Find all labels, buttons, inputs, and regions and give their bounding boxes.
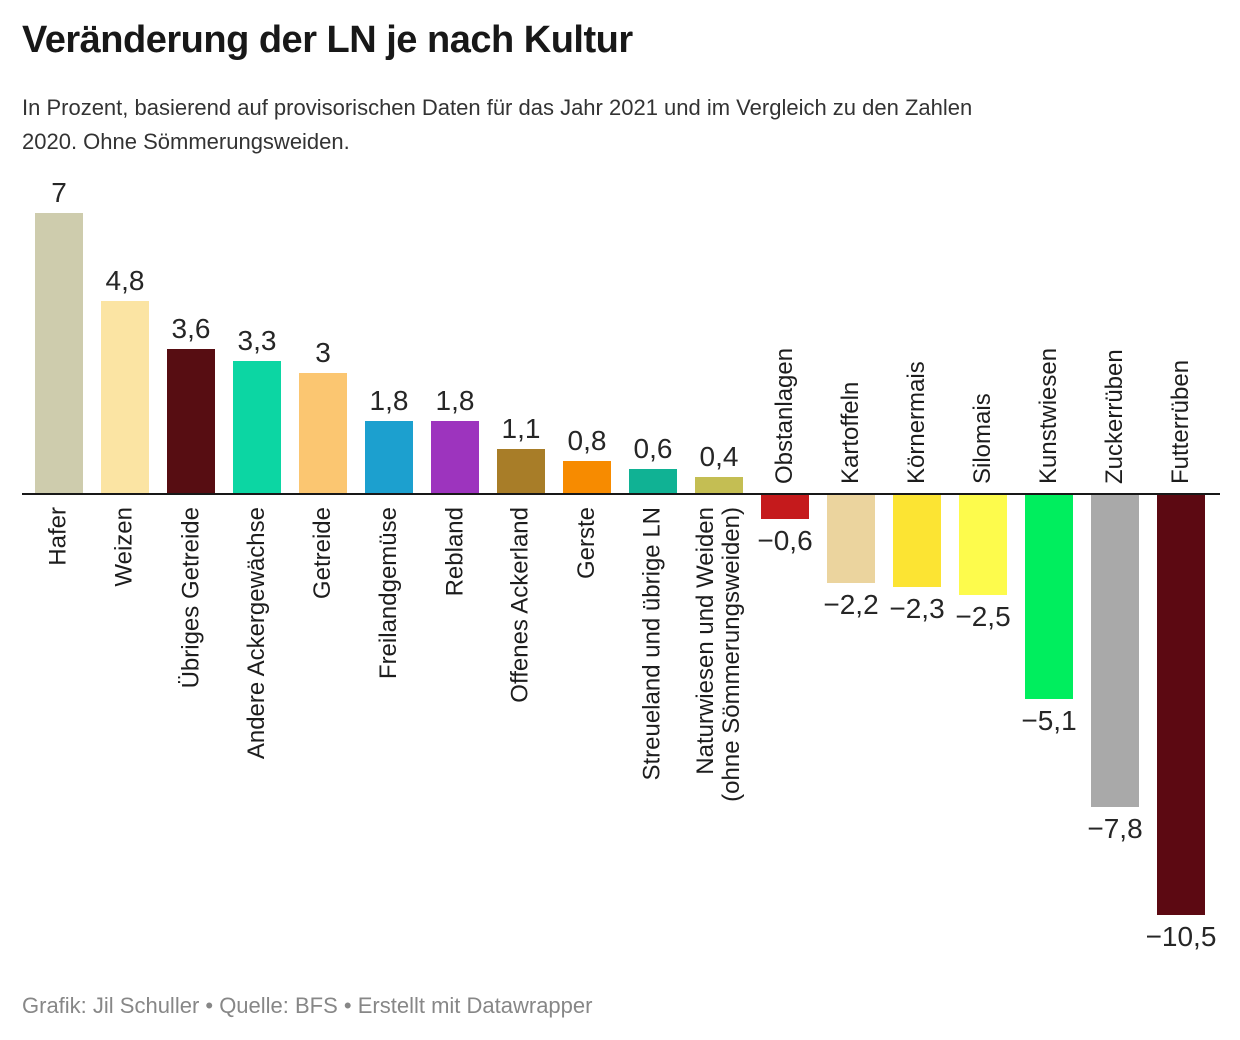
bar-streueland-und-übrige-ln bbox=[629, 469, 677, 493]
bar-rebland bbox=[431, 421, 479, 493]
category-label-körnermais: Körnermais bbox=[903, 361, 930, 484]
value-label-kartoffeln: −2,2 bbox=[823, 589, 879, 620]
value-label-gerste: 0,8 bbox=[567, 425, 607, 456]
category-label-offenes-ackerland: Offenes Ackerland bbox=[507, 507, 534, 703]
subtitle-line-2: 2020. Ohne Sömmerungsweiden. bbox=[22, 129, 350, 154]
value-label-zuckerrüben: −7,8 bbox=[1087, 813, 1143, 844]
subtitle-line-1: In Prozent, basierend auf provisorischen… bbox=[22, 95, 973, 120]
category-label-gerste: Gerste bbox=[573, 507, 600, 580]
value-label-weizen: 4,8 bbox=[105, 265, 145, 296]
category-label-kunstwiesen: Kunstwiesen bbox=[1035, 347, 1062, 484]
category-label-rebland: Rebland bbox=[441, 507, 468, 597]
category-label-weizen: Weizen bbox=[111, 507, 138, 587]
category-label-obstanlagen: Obstanlagen bbox=[771, 347, 798, 484]
value-label-offenes-ackerland: 1,1 bbox=[501, 413, 541, 444]
value-label-obstanlagen: −0,6 bbox=[757, 525, 813, 556]
category-label-futterrüben: Futterrüben bbox=[1167, 359, 1194, 484]
bar-naturwiesen-und-weiden bbox=[695, 477, 743, 493]
category-label-streueland-und-übrige-ln: Streueland und übrige LN bbox=[639, 507, 666, 781]
bar-andere-ackergewächse bbox=[233, 361, 281, 493]
value-label-freilandgemüse: 1,8 bbox=[369, 385, 409, 416]
bar-zuckerrüben bbox=[1091, 495, 1139, 807]
bar-hafer bbox=[35, 213, 83, 493]
value-label-futterrüben: −10,5 bbox=[1145, 921, 1217, 952]
value-label-getreide: 3 bbox=[315, 337, 331, 368]
category-label-freilandgemüse: Freilandgemüse bbox=[375, 507, 402, 680]
value-label-silomais: −2,5 bbox=[955, 601, 1011, 632]
bar-kunstwiesen bbox=[1025, 495, 1073, 699]
category-label-getreide: Getreide bbox=[309, 507, 336, 600]
chart-subtitle: In Prozent, basierend auf provisorischen… bbox=[22, 91, 1226, 159]
value-label-andere-ackergewächse: 3,3 bbox=[237, 325, 277, 356]
category-label-hafer: Hafer bbox=[45, 507, 72, 566]
bar-kartoffeln bbox=[827, 495, 875, 583]
value-label-übriges-getreide: 3,6 bbox=[171, 313, 211, 344]
chart-credit-footer: Grafik: Jil Schuller • Quelle: BFS • Ers… bbox=[22, 993, 593, 1018]
bar-freilandgemüse bbox=[365, 421, 413, 493]
bar-futterrüben bbox=[1157, 495, 1205, 915]
category-label-andere-ackergewächse: Andere Ackergewächse bbox=[243, 507, 270, 760]
page-title: Veränderung der LN je nach Kultur bbox=[22, 19, 633, 61]
bar-gerste bbox=[563, 461, 611, 493]
value-label-naturwiesen-und-weiden: 0,4 bbox=[699, 441, 739, 472]
bar-weizen bbox=[101, 301, 149, 493]
category-label-silomais: Silomais bbox=[969, 393, 996, 484]
value-label-streueland-und-übrige-ln: 0,6 bbox=[633, 433, 673, 464]
category-label-kartoffeln: Kartoffeln bbox=[837, 381, 864, 484]
bar-getreide bbox=[299, 373, 347, 493]
value-label-kunstwiesen: −5,1 bbox=[1021, 705, 1077, 736]
bar-übriges-getreide bbox=[167, 349, 215, 493]
bar-offenes-ackerland bbox=[497, 449, 545, 493]
category-label-übriges-getreide: Übriges Getreide bbox=[177, 507, 204, 689]
value-label-körnermais: −2,3 bbox=[889, 593, 945, 624]
bar-obstanlagen bbox=[761, 495, 809, 519]
value-label-hafer: 7 bbox=[51, 177, 67, 208]
bar-körnermais bbox=[893, 495, 941, 587]
value-label-rebland: 1,8 bbox=[435, 385, 475, 416]
zero-baseline-axis bbox=[22, 493, 1220, 495]
category-label-zuckerrüben: Zuckerrüben bbox=[1101, 349, 1128, 484]
bar-silomais bbox=[959, 495, 1007, 595]
